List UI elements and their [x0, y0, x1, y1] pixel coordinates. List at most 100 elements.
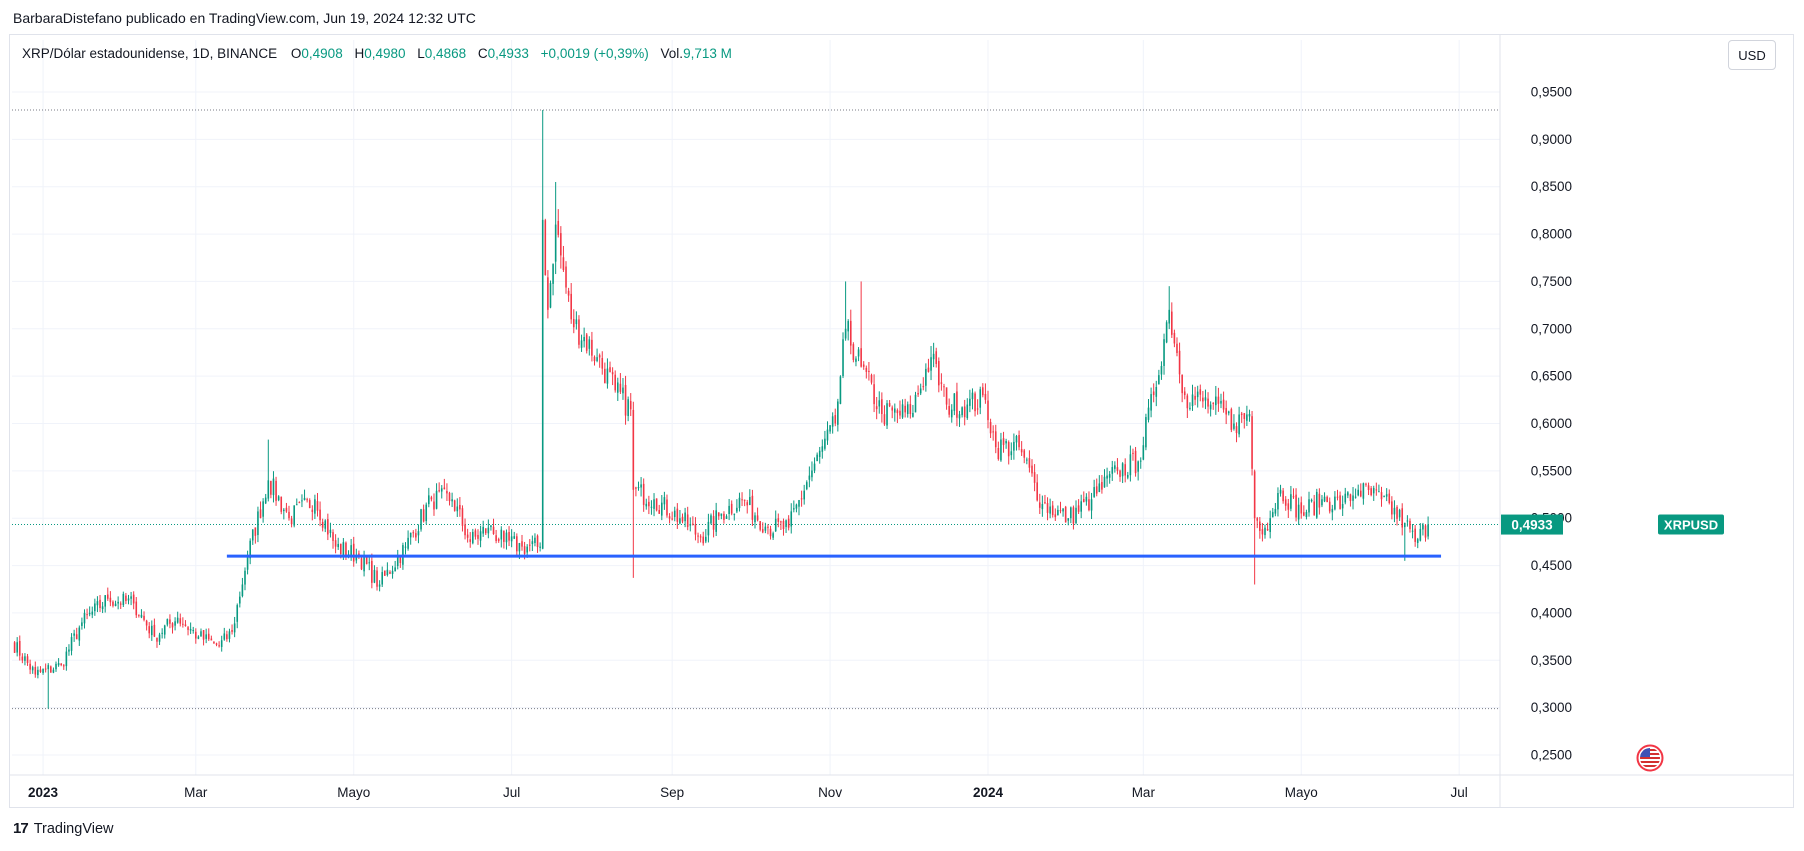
candle: [1310, 498, 1313, 503]
candle: [1176, 337, 1178, 357]
candle-body: [88, 612, 91, 615]
candle-body: [935, 351, 938, 365]
candle-body: [772, 533, 774, 538]
candle-body: [68, 649, 70, 652]
candle: [1077, 499, 1080, 515]
candle: [244, 567, 246, 591]
candle: [469, 532, 472, 548]
candle-body: [200, 631, 202, 637]
candle-body: [417, 531, 420, 536]
candle-body: [658, 510, 661, 514]
candle-body: [1271, 512, 1274, 518]
candle: [1422, 522, 1424, 536]
candle: [751, 489, 754, 526]
candle-body: [184, 624, 187, 627]
candle-body: [1284, 499, 1287, 506]
candle: [1277, 487, 1279, 517]
candle-body: [1339, 495, 1341, 509]
candle-body: [676, 508, 679, 522]
candle-body: [1235, 426, 1238, 434]
candle: [50, 665, 52, 673]
candle-body: [1401, 508, 1404, 528]
candle: [459, 496, 461, 517]
candle-body: [1357, 489, 1360, 496]
candle: [182, 617, 184, 628]
candle-body: [640, 484, 642, 488]
candle-body: [1082, 498, 1085, 503]
candle: [1168, 286, 1171, 330]
candle: [1321, 495, 1323, 508]
x-tick-label: Mayo: [337, 785, 370, 800]
candle-body: [881, 399, 883, 415]
candle-body: [249, 540, 251, 559]
candle-body: [1015, 436, 1018, 443]
candle: [443, 478, 446, 490]
candle: [969, 389, 971, 413]
candle-body: [433, 501, 435, 510]
candle: [1098, 475, 1101, 493]
candle: [562, 245, 565, 272]
candle: [705, 528, 707, 544]
candle: [91, 606, 94, 619]
candle: [1331, 504, 1334, 521]
candle-body: [453, 500, 456, 511]
candle-body: [560, 233, 562, 256]
candle: [409, 532, 412, 545]
candle: [1010, 442, 1013, 460]
candle: [205, 628, 207, 644]
candle-body: [16, 642, 18, 653]
candle: [857, 347, 860, 362]
candle-body: [847, 321, 850, 332]
candle: [834, 408, 837, 427]
candle: [782, 518, 785, 536]
candle-body: [86, 614, 88, 616]
candle: [956, 382, 958, 427]
candle: [560, 226, 562, 269]
candle-body: [857, 349, 860, 357]
candle-body: [207, 633, 210, 640]
candle-body: [567, 290, 570, 296]
candle: [720, 513, 723, 520]
candle: [787, 515, 790, 531]
candle-body: [1155, 387, 1158, 397]
candle: [694, 517, 697, 541]
footer-brand[interactable]: 17 TradingView: [13, 820, 113, 837]
candle: [259, 501, 262, 519]
candle-body: [1160, 365, 1163, 375]
candle-body: [953, 393, 956, 411]
currency-button[interactable]: USD: [1728, 40, 1776, 70]
candle-body: [963, 406, 966, 418]
candle-body: [1349, 494, 1352, 501]
chart-frame[interactable]: [9, 34, 1794, 808]
candle-body: [1139, 460, 1142, 462]
candle: [505, 529, 508, 550]
candle: [593, 355, 596, 366]
us-flag-icon[interactable]: [1636, 744, 1664, 772]
candle-body: [474, 530, 477, 537]
candle-body: [215, 643, 218, 645]
candle-body: [976, 408, 979, 410]
candle: [689, 517, 692, 532]
candle: [1002, 431, 1005, 453]
candle: [272, 471, 275, 503]
candle-body: [1176, 343, 1178, 354]
candle: [658, 504, 661, 514]
candle-body: [153, 624, 156, 637]
candle: [1036, 474, 1038, 502]
candle: [490, 525, 492, 531]
candle-body: [1064, 506, 1067, 523]
candle: [195, 628, 197, 644]
candle: [360, 557, 363, 571]
candle-body: [842, 339, 844, 377]
x-tick-label: Jul: [503, 785, 520, 800]
candle-body: [886, 403, 888, 426]
candle: [1147, 399, 1150, 423]
candle-body: [1018, 435, 1020, 448]
candle-body: [57, 663, 60, 666]
candle: [974, 391, 976, 417]
candle-body: [528, 544, 531, 546]
candle-body: [829, 425, 831, 432]
candle-body: [671, 518, 673, 520]
candle: [477, 529, 479, 545]
